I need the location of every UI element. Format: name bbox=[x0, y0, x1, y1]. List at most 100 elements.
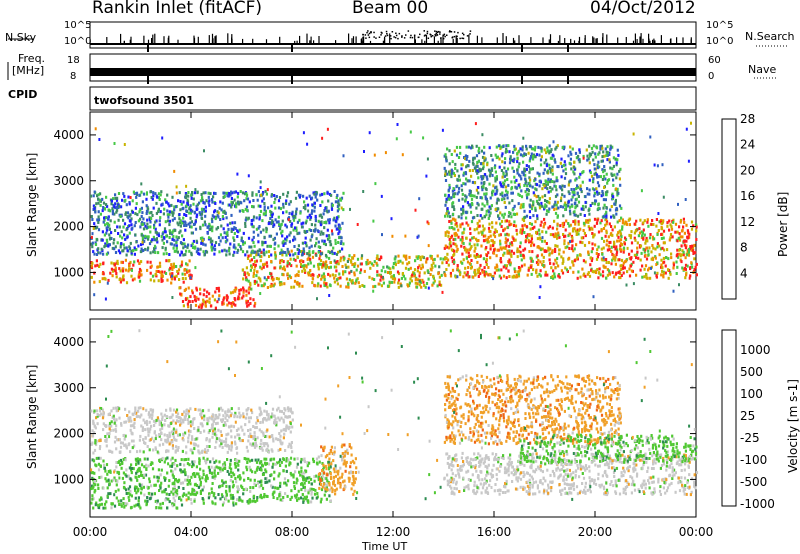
data-cell bbox=[306, 203, 310, 207]
data-cell bbox=[252, 499, 255, 503]
data-cell bbox=[536, 217, 539, 221]
data-cell bbox=[323, 275, 326, 279]
data-cell bbox=[232, 236, 235, 240]
data-cell bbox=[689, 245, 692, 248]
data-cell bbox=[285, 483, 288, 487]
data-cell bbox=[502, 185, 505, 189]
data-cell bbox=[606, 239, 609, 243]
data-cell bbox=[190, 193, 193, 197]
data-cell bbox=[131, 226, 134, 230]
data-cell bbox=[586, 158, 589, 162]
data-cell bbox=[275, 232, 278, 236]
data-cell bbox=[279, 224, 282, 228]
data-cell bbox=[337, 469, 340, 473]
data-cell bbox=[523, 169, 527, 173]
data-cell bbox=[309, 477, 313, 481]
data-cell bbox=[274, 256, 277, 260]
data-cell bbox=[91, 484, 94, 488]
data-cell bbox=[498, 274, 501, 278]
scatter-point bbox=[456, 275, 459, 279]
data-cell bbox=[263, 208, 266, 212]
xaxis-title: Time UT bbox=[362, 540, 408, 553]
data-cell bbox=[449, 240, 452, 244]
data-cell bbox=[223, 248, 226, 252]
data-cell bbox=[145, 212, 148, 215]
data-cell bbox=[537, 145, 540, 149]
data-cell bbox=[505, 219, 508, 223]
data-cell bbox=[596, 163, 599, 167]
data-cell bbox=[163, 478, 167, 482]
data-cell bbox=[189, 295, 192, 299]
data-cell bbox=[523, 209, 526, 213]
data-cell bbox=[171, 456, 174, 460]
data-cell bbox=[205, 250, 209, 254]
data-cell bbox=[206, 231, 209, 235]
data-cell bbox=[177, 485, 180, 489]
data-cell bbox=[290, 264, 293, 268]
data-cell bbox=[169, 266, 172, 270]
data-cell bbox=[111, 502, 114, 506]
data-cell bbox=[459, 238, 462, 242]
data-cell bbox=[331, 252, 334, 256]
data-cell bbox=[506, 167, 510, 171]
data-cell bbox=[341, 458, 344, 462]
data-cell bbox=[312, 460, 315, 463]
data-cell bbox=[469, 238, 472, 242]
data-cell bbox=[445, 261, 448, 264]
data-cell bbox=[598, 191, 601, 195]
data-cell bbox=[616, 158, 619, 162]
data-cell bbox=[237, 468, 240, 472]
data-cell bbox=[518, 162, 521, 166]
data-cell bbox=[138, 275, 141, 279]
data-cell bbox=[476, 169, 479, 173]
data-cell bbox=[125, 281, 129, 285]
data-cell bbox=[115, 465, 118, 469]
data-cell bbox=[284, 464, 287, 468]
data-cell bbox=[457, 190, 460, 194]
data-cell bbox=[153, 475, 156, 479]
data-cell bbox=[285, 238, 288, 242]
data-cell bbox=[277, 206, 281, 210]
data-cell bbox=[500, 219, 504, 223]
data-cell bbox=[605, 193, 608, 197]
data-cell bbox=[600, 229, 603, 232]
data-cell bbox=[610, 172, 613, 176]
data-cell bbox=[569, 212, 572, 216]
data-cell bbox=[93, 190, 96, 194]
data-cell bbox=[545, 249, 548, 253]
data-cell bbox=[394, 257, 397, 261]
data-cell bbox=[606, 151, 609, 155]
data-cell bbox=[125, 474, 128, 478]
data-cell bbox=[309, 273, 313, 277]
data-cell bbox=[605, 153, 608, 157]
data-cell bbox=[321, 192, 324, 196]
data-cell bbox=[401, 272, 404, 275]
data-cell bbox=[279, 484, 282, 488]
data-cell bbox=[214, 496, 217, 500]
data-cell bbox=[252, 298, 255, 302]
data-cell bbox=[443, 272, 446, 276]
data-cell bbox=[612, 178, 615, 182]
data-cell bbox=[480, 175, 483, 179]
data-cell bbox=[302, 247, 305, 251]
data-cell bbox=[237, 248, 240, 252]
data-cell bbox=[277, 215, 280, 219]
data-cell bbox=[207, 201, 210, 205]
data-cell bbox=[262, 473, 265, 476]
data-cell bbox=[157, 196, 160, 200]
data-cell bbox=[202, 293, 205, 297]
data-cell bbox=[127, 495, 130, 499]
data-cell bbox=[329, 465, 332, 469]
data-cell bbox=[617, 153, 620, 157]
data-cell bbox=[221, 236, 224, 240]
data-cell bbox=[279, 464, 282, 467]
data-cell bbox=[466, 155, 469, 158]
data-cell bbox=[280, 231, 283, 235]
data-cell bbox=[576, 254, 579, 258]
data-cell bbox=[468, 159, 471, 163]
data-cell bbox=[337, 276, 340, 280]
data-cell bbox=[482, 165, 485, 169]
data-cell bbox=[651, 244, 654, 247]
nave-tick-top: 60 bbox=[708, 55, 721, 66]
data-cell bbox=[300, 488, 303, 492]
